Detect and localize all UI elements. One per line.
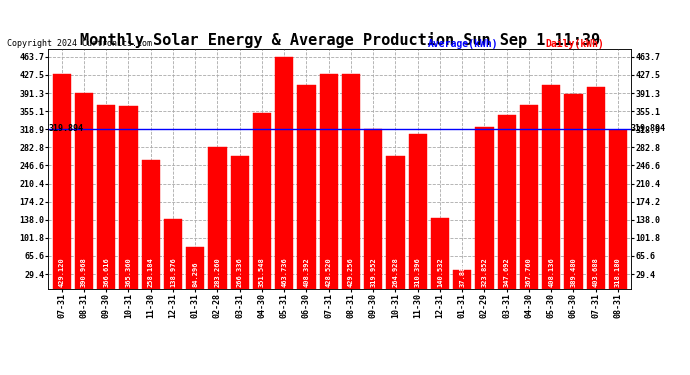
Text: 319.952: 319.952 xyxy=(371,258,376,287)
Bar xyxy=(319,75,338,289)
Text: 323.852: 323.852 xyxy=(482,258,487,287)
Bar xyxy=(186,247,204,289)
Bar xyxy=(497,115,516,289)
Text: Copyright 2024 Curtronics.com: Copyright 2024 Curtronics.com xyxy=(7,39,152,48)
Text: 319.894: 319.894 xyxy=(49,124,83,133)
Text: 408.136: 408.136 xyxy=(549,258,554,287)
Bar xyxy=(586,87,605,289)
Bar xyxy=(75,93,93,289)
Bar xyxy=(453,270,471,289)
Bar xyxy=(208,147,226,289)
Bar xyxy=(386,156,404,289)
Text: Daily(kWh): Daily(kWh) xyxy=(545,39,604,50)
Text: 258.184: 258.184 xyxy=(148,258,154,287)
Text: 310.396: 310.396 xyxy=(415,258,421,287)
Bar xyxy=(364,129,382,289)
Text: 319.894: 319.894 xyxy=(631,124,666,133)
Text: 408.392: 408.392 xyxy=(304,258,309,287)
Text: 283.260: 283.260 xyxy=(215,258,220,287)
Text: 366.616: 366.616 xyxy=(104,258,109,287)
Bar xyxy=(164,219,182,289)
Bar xyxy=(520,105,538,289)
Bar xyxy=(408,134,427,289)
Bar xyxy=(230,156,249,289)
Bar xyxy=(141,160,160,289)
Text: 389.480: 389.480 xyxy=(571,258,576,287)
Bar xyxy=(52,74,71,289)
Bar xyxy=(431,219,449,289)
Text: 365.360: 365.360 xyxy=(126,258,131,287)
Text: Average(kWh): Average(kWh) xyxy=(428,39,498,50)
Text: 429.120: 429.120 xyxy=(59,258,65,287)
Bar xyxy=(253,113,271,289)
Title: Monthly Solar Energy & Average Production Sun Sep 1 11:39: Monthly Solar Energy & Average Productio… xyxy=(80,32,600,48)
Text: 37.888: 37.888 xyxy=(460,262,465,287)
Text: 347.692: 347.692 xyxy=(504,258,510,287)
Text: 138.976: 138.976 xyxy=(170,258,176,287)
Bar xyxy=(275,57,293,289)
Bar xyxy=(475,127,493,289)
Bar xyxy=(297,84,315,289)
Text: 428.520: 428.520 xyxy=(326,258,332,287)
Text: 140.532: 140.532 xyxy=(437,258,443,287)
Bar xyxy=(342,74,360,289)
Text: 351.548: 351.548 xyxy=(259,258,265,287)
Text: 266.336: 266.336 xyxy=(237,258,243,287)
Bar xyxy=(564,94,582,289)
Bar xyxy=(119,106,137,289)
Text: 390.968: 390.968 xyxy=(81,258,87,287)
Bar xyxy=(97,105,115,289)
Text: 367.760: 367.760 xyxy=(526,258,532,287)
Bar xyxy=(609,130,627,289)
Text: 463.736: 463.736 xyxy=(282,258,287,287)
Bar xyxy=(542,85,560,289)
Text: 403.688: 403.688 xyxy=(593,258,599,287)
Text: 429.256: 429.256 xyxy=(348,258,354,287)
Text: 84.296: 84.296 xyxy=(193,262,198,287)
Text: 318.180: 318.180 xyxy=(615,258,621,287)
Text: 264.928: 264.928 xyxy=(393,258,398,287)
